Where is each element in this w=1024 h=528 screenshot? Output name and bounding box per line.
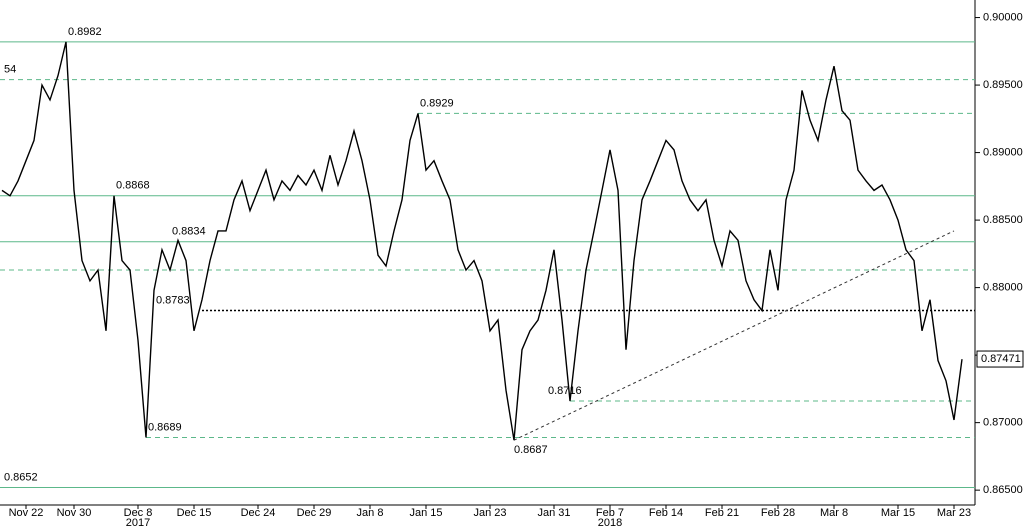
level-label: 0.8689 bbox=[148, 421, 182, 433]
y-tick-label: 0.88000 bbox=[983, 282, 1023, 294]
x-tick-label: Nov 22 bbox=[9, 507, 44, 519]
level-label: 0.8652 bbox=[4, 471, 38, 483]
x-tick-label: Jan 23 bbox=[473, 507, 506, 519]
trendline bbox=[513, 230, 955, 441]
x-tick-label: Jan 31 bbox=[537, 507, 570, 519]
annotation: 0.8687 bbox=[514, 444, 548, 456]
year-label: 2017 bbox=[126, 517, 150, 528]
x-tick-label: Jan 8 bbox=[357, 507, 384, 519]
x-tick-label: Feb 14 bbox=[649, 507, 683, 519]
last-price: 0.87471 bbox=[981, 353, 1021, 365]
y-tick-label: 0.89500 bbox=[983, 79, 1023, 91]
year-label: 2018 bbox=[598, 517, 622, 528]
x-tick-label: Feb 28 bbox=[761, 507, 795, 519]
x-tick-label: Mar 23 bbox=[937, 507, 971, 519]
y-tick-label: 0.87000 bbox=[983, 417, 1023, 429]
x-tick-label: Dec 15 bbox=[177, 507, 212, 519]
x-tick-label: Dec 24 bbox=[241, 507, 276, 519]
level-label: 0.8868 bbox=[116, 180, 150, 192]
y-tick-label: 0.86500 bbox=[983, 484, 1023, 496]
level-label: 0.8783 bbox=[156, 294, 190, 306]
y-tick-label: 0.90000 bbox=[983, 11, 1023, 23]
price-line bbox=[1, 41, 963, 441]
x-tick-label: Dec 29 bbox=[297, 507, 332, 519]
last-price-box bbox=[976, 350, 1024, 368]
x-tick-label: Nov 30 bbox=[57, 507, 92, 519]
x-tick-label: Jan 15 bbox=[409, 507, 442, 519]
x-tick-label: Mar 15 bbox=[881, 507, 915, 519]
level-label: 0.8716 bbox=[548, 385, 582, 397]
y-tick-label: 0.88500 bbox=[983, 214, 1023, 226]
level-label: 0.8982 bbox=[68, 26, 102, 38]
x-tick-label: Mar 8 bbox=[820, 507, 848, 519]
level-label: 0.8834 bbox=[172, 226, 206, 238]
x-tick-label: Dec 8 bbox=[124, 507, 153, 519]
x-tick-label: Feb 7 bbox=[596, 507, 624, 519]
level-label: 54 bbox=[4, 64, 16, 76]
level-label: 0.8929 bbox=[420, 97, 454, 109]
x-tick-label: Feb 21 bbox=[705, 507, 739, 519]
y-tick-label: 0.89000 bbox=[983, 146, 1023, 158]
